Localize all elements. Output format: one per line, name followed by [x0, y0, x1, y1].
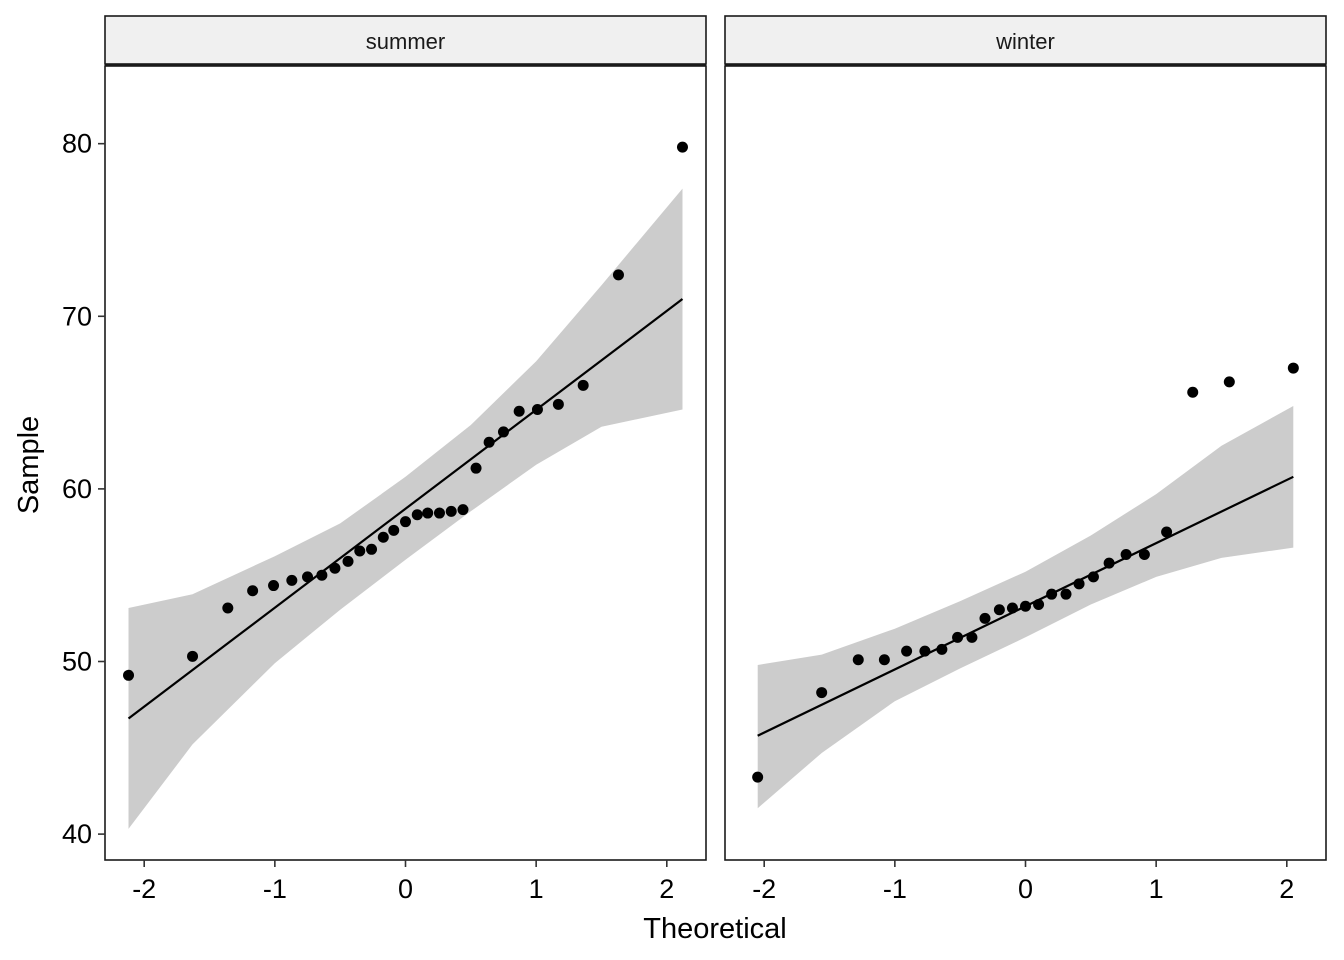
data-point	[123, 669, 135, 681]
data-point	[1006, 602, 1018, 614]
data-point	[222, 602, 234, 614]
data-point	[1046, 588, 1058, 600]
data-point	[852, 654, 864, 666]
x-tick-label: -2	[752, 874, 776, 904]
data-point	[612, 269, 624, 281]
data-point	[247, 585, 259, 597]
data-point	[1120, 548, 1132, 560]
x-tick-label: 1	[529, 874, 544, 904]
x-tick-label: 2	[1279, 874, 1294, 904]
data-point	[1187, 386, 1199, 398]
data-point	[268, 580, 280, 592]
data-point	[919, 645, 931, 657]
data-point	[366, 543, 378, 555]
data-point	[433, 507, 445, 519]
data-point	[676, 141, 688, 153]
data-point	[1223, 376, 1235, 388]
data-point	[457, 504, 469, 516]
data-point	[187, 650, 199, 662]
data-point	[936, 643, 948, 655]
data-point	[1073, 578, 1085, 590]
data-point	[445, 505, 457, 517]
data-point	[531, 403, 543, 415]
data-point	[422, 507, 434, 519]
data-point	[952, 631, 964, 643]
data-point	[354, 545, 366, 557]
data-point	[901, 645, 913, 657]
data-point	[752, 771, 764, 783]
strip-label: winter	[995, 29, 1055, 54]
data-point	[1287, 362, 1299, 374]
data-point	[411, 509, 423, 521]
data-point	[1020, 600, 1031, 612]
panel-winter: winter -2 -1 0 1 2	[724, 15, 1327, 904]
data-point	[966, 631, 978, 643]
data-point	[979, 612, 991, 624]
y-tick-label: 60	[62, 474, 92, 504]
data-point	[577, 379, 589, 391]
data-point	[483, 436, 495, 448]
strip-label: summer	[366, 29, 445, 54]
x-axis-title: Theoretical	[643, 913, 786, 945]
y-tick-label: 70	[62, 301, 92, 331]
reference-line	[127, 298, 684, 720]
x-tick-label: -1	[883, 874, 907, 904]
data-point	[316, 569, 328, 581]
data-point	[388, 524, 400, 536]
data-point	[1033, 599, 1045, 611]
data-point	[286, 574, 298, 586]
y-axis-title: Sample	[13, 416, 45, 514]
data-point	[497, 426, 509, 438]
data-point	[329, 562, 341, 574]
data-point	[513, 405, 525, 417]
strip-background	[104, 15, 707, 65]
data-point	[377, 531, 389, 543]
y-tick-label: 50	[62, 647, 92, 677]
data-point	[400, 516, 411, 528]
data-point	[302, 571, 314, 583]
data-point	[1087, 571, 1099, 583]
panel-summer: summer -2 -1 0 1 2	[104, 15, 707, 904]
x-tick-label: 0	[1018, 874, 1033, 904]
y-tick-label: 80	[62, 129, 92, 159]
data-point	[993, 604, 1005, 616]
data-point	[816, 687, 828, 699]
x-tick-label: 2	[659, 874, 674, 904]
data-point	[1103, 557, 1115, 569]
data-point	[470, 462, 482, 474]
x-tick-label: 0	[398, 874, 413, 904]
data-point	[1060, 588, 1072, 600]
data-point	[1138, 548, 1150, 560]
x-tick-label: -1	[263, 874, 287, 904]
x-tick-label: -2	[132, 874, 156, 904]
data-point	[1161, 526, 1173, 538]
y-tick-label: 40	[62, 819, 92, 849]
x-tick-label: 1	[1149, 874, 1164, 904]
data-point	[342, 555, 354, 567]
data-point	[878, 654, 890, 666]
data-point	[552, 398, 564, 410]
